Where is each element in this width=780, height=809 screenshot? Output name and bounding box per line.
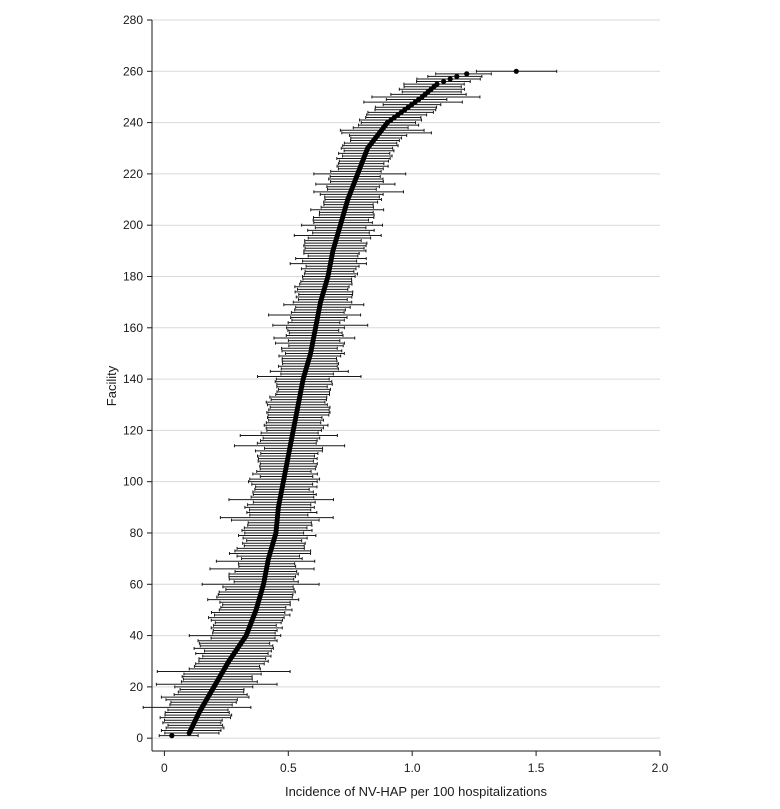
x-tick-label: 1.5 [528, 761, 545, 775]
axes [151, 20, 660, 752]
facility-point [434, 81, 440, 87]
y-tick-label: 260 [123, 64, 143, 78]
x-tick-label: 0.5 [280, 761, 297, 775]
point-estimates [169, 68, 519, 739]
y-tick-label: 80 [130, 526, 144, 540]
y-tick-label: 20 [130, 680, 144, 694]
facility-point [440, 78, 447, 85]
y-tick-label: 0 [136, 731, 143, 745]
y-tick-label: 40 [130, 629, 144, 643]
y-tick-label: 280 [123, 13, 143, 27]
facility-point [464, 71, 470, 77]
y-tick-label: 220 [123, 167, 143, 181]
y-tick-label: 180 [123, 269, 143, 283]
x-axis-title: Incidence of NV-HAP per 100 hospitalizat… [285, 784, 548, 799]
facility-point [513, 68, 519, 74]
y-axis-title: Facility [104, 365, 119, 406]
facility-point [454, 73, 460, 80]
facility-point [447, 76, 453, 82]
x-ticks: 0 0.5 1.0 1.5 2.0 [161, 751, 669, 775]
confidence-intervals [142, 69, 558, 738]
y-tick-label: 60 [130, 577, 144, 591]
y-ticks: 0 20 40 60 80 100 120 140 160 180 200 220 240 260 280 [123, 13, 152, 745]
y-tick-label: 200 [123, 218, 143, 232]
y-tick-label: 120 [123, 423, 143, 437]
x-tick-label: 1.0 [404, 761, 421, 775]
x-tick-label: 2.0 [652, 761, 669, 775]
y-tick-label: 240 [123, 116, 143, 130]
y-tick-label: 100 [123, 475, 143, 489]
x-tick-label: 0 [161, 761, 168, 775]
facility-point [169, 733, 175, 739]
y-tick-label: 160 [123, 321, 143, 335]
y-tick-label: 140 [123, 372, 143, 386]
